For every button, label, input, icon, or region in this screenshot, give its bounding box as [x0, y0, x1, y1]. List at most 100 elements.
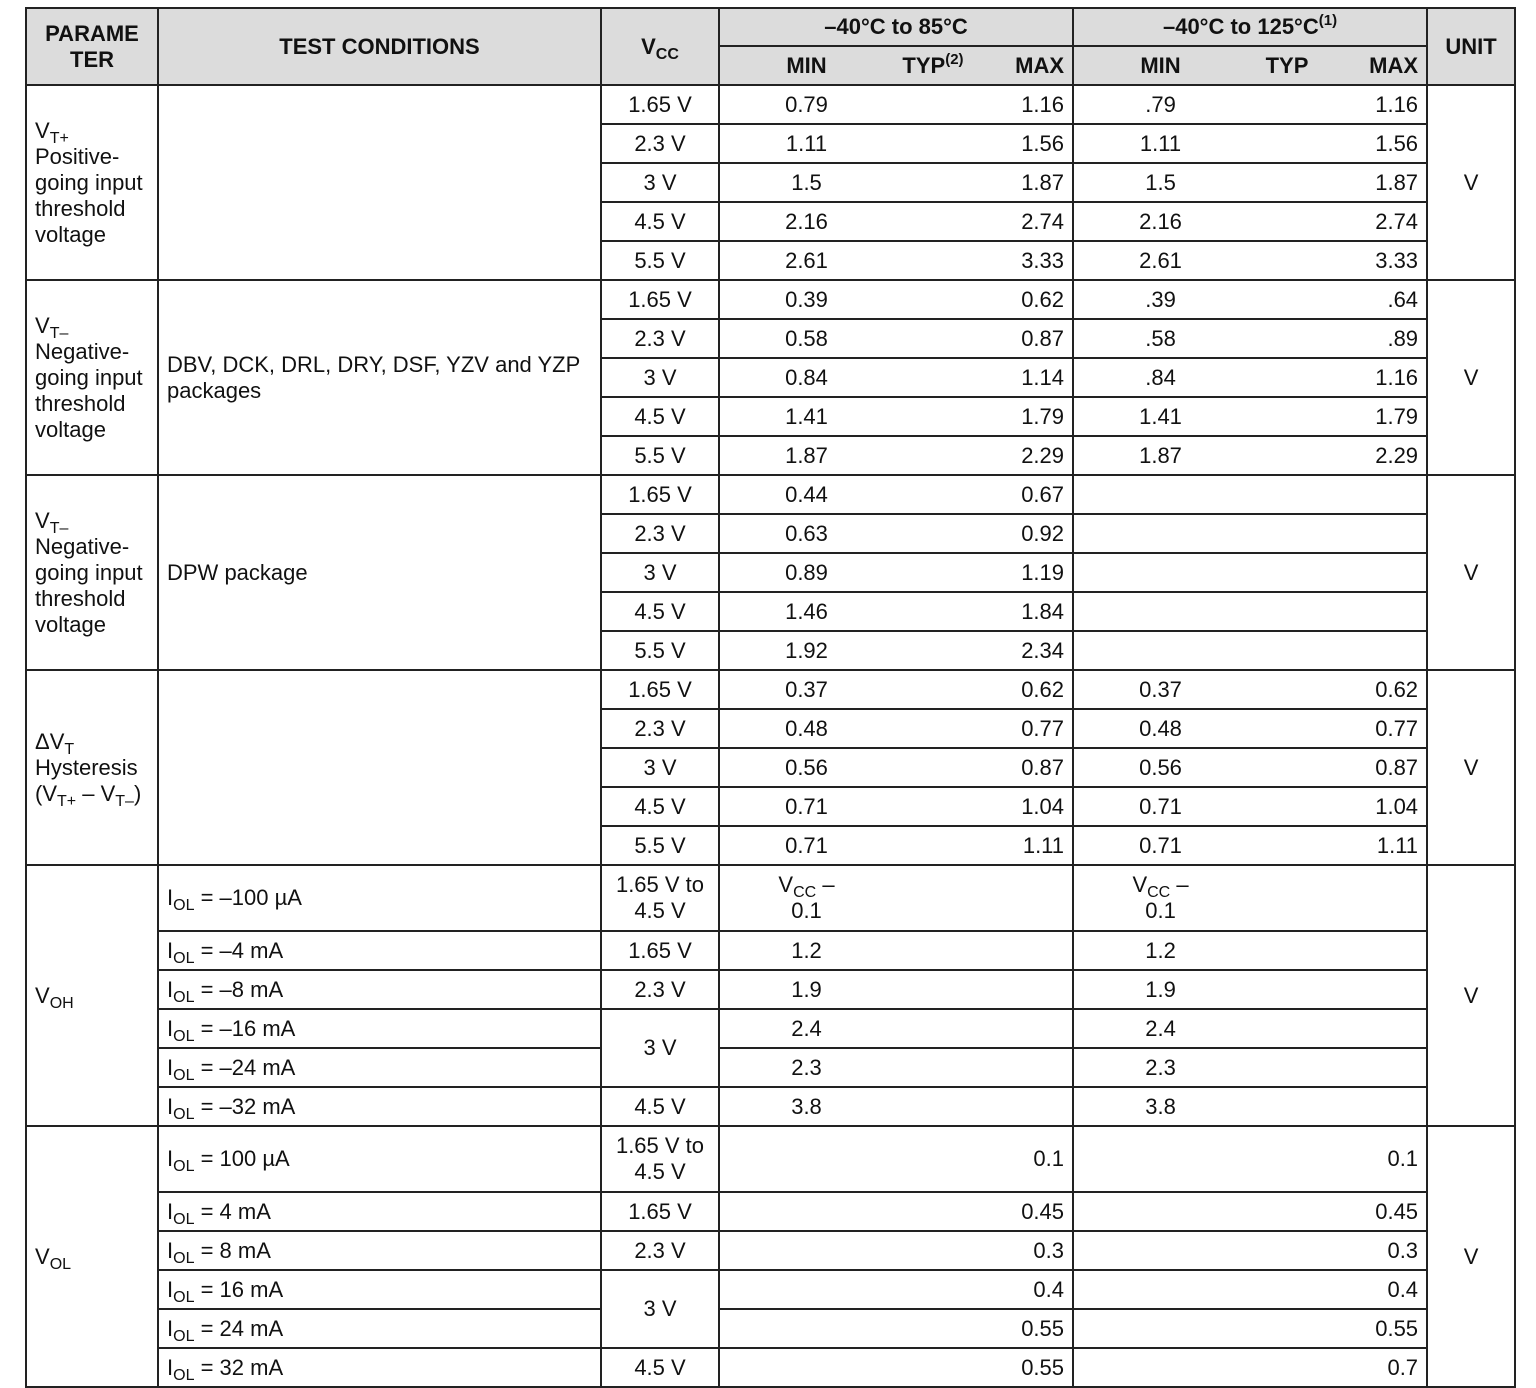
- max-125c-cell: [1327, 552, 1429, 593]
- typ-85c-cell: [893, 786, 973, 827]
- cell-text: 2.4: [791, 1015, 822, 1041]
- table-row: IOL = –16 mA 3 V 2.4 2.4: [26, 1008, 1515, 1088]
- max-125c-cell: 1.11: [1327, 825, 1429, 866]
- table-row: 2.3 V 0.48 0.77 0.48 0.77: [26, 708, 1515, 749]
- unit-cell: V: [1426, 669, 1517, 866]
- min-125c-cell: 1.2: [1072, 930, 1248, 971]
- cell-text: 4.5 V: [634, 403, 686, 429]
- cell-text: 0.55: [1375, 1315, 1419, 1341]
- vcc-cell: 4.5 V: [600, 396, 720, 437]
- vcc-cell: 2.3 V: [600, 123, 720, 164]
- max-125c-cell: [1327, 474, 1429, 515]
- cell-text: 2.3 V: [634, 130, 686, 156]
- cell-text: 1.87: [785, 442, 828, 468]
- table-row: IOL = –24 mA 2.3 2.3: [26, 1047, 1515, 1088]
- typ-85c-cell: [893, 1308, 973, 1349]
- text-segment: V: [1132, 872, 1148, 897]
- text-segment: – 0.1: [1145, 872, 1189, 923]
- cell-text: 1.5: [1145, 169, 1176, 195]
- max-125c-cell: 0.45: [1327, 1191, 1429, 1232]
- cell-text: V: [1463, 364, 1479, 390]
- cell-text: 1.2: [1145, 937, 1176, 963]
- cell-text: 1.9: [791, 976, 822, 1002]
- max-125c-cell: [1327, 969, 1429, 1010]
- header-unit: UNIT: [1426, 7, 1517, 86]
- max-125c-cell: 0.1: [1327, 1125, 1429, 1193]
- test-condition-cell: IOL = –100 µA: [157, 864, 602, 932]
- max-125c-cell: 0.62: [1327, 669, 1429, 710]
- text-segment: TYP: [1265, 52, 1309, 78]
- max-85c-cell: 1.16: [973, 84, 1075, 125]
- max-125c-cell: [1327, 864, 1429, 932]
- min-85c-cell: 0.39: [718, 279, 893, 320]
- min-85c-cell: [718, 1269, 893, 1310]
- cell-text: 4.5 V: [634, 793, 686, 819]
- vcc-cell: 4.5 V: [600, 1347, 720, 1388]
- cell-text: 0.71: [1139, 793, 1182, 819]
- cell-text: 1.46: [785, 598, 828, 624]
- typ-125c-cell: [1247, 930, 1328, 971]
- vcc-cell: 2.3 V: [600, 318, 720, 359]
- cell-text: 5.5 V: [634, 247, 686, 273]
- cell-text: 1.65 V: [628, 286, 692, 312]
- typ-125c-cell: [1247, 162, 1328, 203]
- typ-85c-cell: [893, 552, 973, 593]
- vcc-cell: 1.65 V to 4.5 V: [600, 864, 720, 932]
- min-125c-cell: .58: [1072, 318, 1248, 359]
- cell-text: 1.65 V: [628, 1198, 692, 1224]
- typ-85c-cell: [893, 84, 973, 125]
- text-segment: I: [167, 1237, 174, 1263]
- subscript: T–: [115, 792, 134, 810]
- max-125c-cell: 3.33: [1327, 240, 1429, 281]
- text-segment: = 24 mA: [194, 1315, 284, 1341]
- cell-text: 1.79: [1375, 403, 1419, 429]
- typ-125c-cell: [1247, 864, 1328, 932]
- subscript: OH: [49, 994, 74, 1012]
- subscript: OL: [173, 1249, 195, 1267]
- test-condition-cell: DPW package: [157, 474, 602, 671]
- max-85c-cell: 0.55: [973, 1308, 1075, 1349]
- cell-text: 0.67: [1021, 481, 1065, 507]
- subscript: OL: [173, 1366, 195, 1384]
- header-typ-125c: TYP: [1247, 45, 1328, 86]
- cell-text: 1.92: [785, 637, 828, 663]
- cell-text: 0.4: [1033, 1276, 1065, 1302]
- cell-text: 3 V: [643, 754, 677, 780]
- max-85c-cell: 0.62: [973, 669, 1075, 710]
- cell-text: 0.87: [1375, 754, 1419, 780]
- typ-85c-cell: [893, 708, 973, 749]
- cell-text: 0.3: [1387, 1237, 1419, 1263]
- cell-text: 2.74: [1021, 208, 1065, 234]
- header-min-125c: MIN: [1072, 45, 1248, 86]
- subscript: OL: [173, 1210, 195, 1228]
- min-85c-cell: [718, 1125, 893, 1193]
- vcc-cell: 3 V: [600, 747, 720, 788]
- table-row: ΔVT Hysteresis (VT+ – VT–) 1.65 V 0.37 0.62…: [25, 669, 1517, 866]
- typ-85c-cell: [893, 969, 973, 1010]
- subscript: CC: [793, 884, 817, 901]
- cell-text: 2.3 V: [634, 325, 686, 351]
- subscript: OL: [173, 897, 195, 914]
- subscript: OL: [173, 1105, 195, 1123]
- cell-text: 4.5 V: [634, 208, 686, 234]
- text-segment: V: [641, 33, 656, 59]
- typ-85c-cell: [893, 1125, 973, 1193]
- cell-text: 0.44: [785, 481, 828, 507]
- header-typ-85c: TYP(2): [893, 45, 973, 86]
- cell-text: .39: [1145, 286, 1176, 312]
- table-row: 3 V 0.56 0.87 0.56 0.87: [26, 747, 1515, 788]
- test-condition-cell: [157, 669, 602, 866]
- text-segment: = 8 mA: [194, 1237, 271, 1263]
- cell-text: 1.16: [1021, 91, 1065, 117]
- min-85c-cell: 0.71: [718, 825, 893, 866]
- min-85c-cell: 0.63: [718, 513, 893, 554]
- text-segment: ΔV: [35, 728, 65, 754]
- cell-text: 2.34: [1021, 637, 1065, 663]
- max-125c-cell: 1.16: [1327, 357, 1429, 398]
- typ-85c-cell: [893, 279, 973, 320]
- typ-125c-cell: [1247, 1047, 1328, 1088]
- vcc-cell: 3 V: [600, 1269, 720, 1349]
- cell-text: V: [1463, 169, 1479, 195]
- max-85c-cell: 1.19: [973, 552, 1075, 593]
- typ-125c-cell: [1247, 747, 1328, 788]
